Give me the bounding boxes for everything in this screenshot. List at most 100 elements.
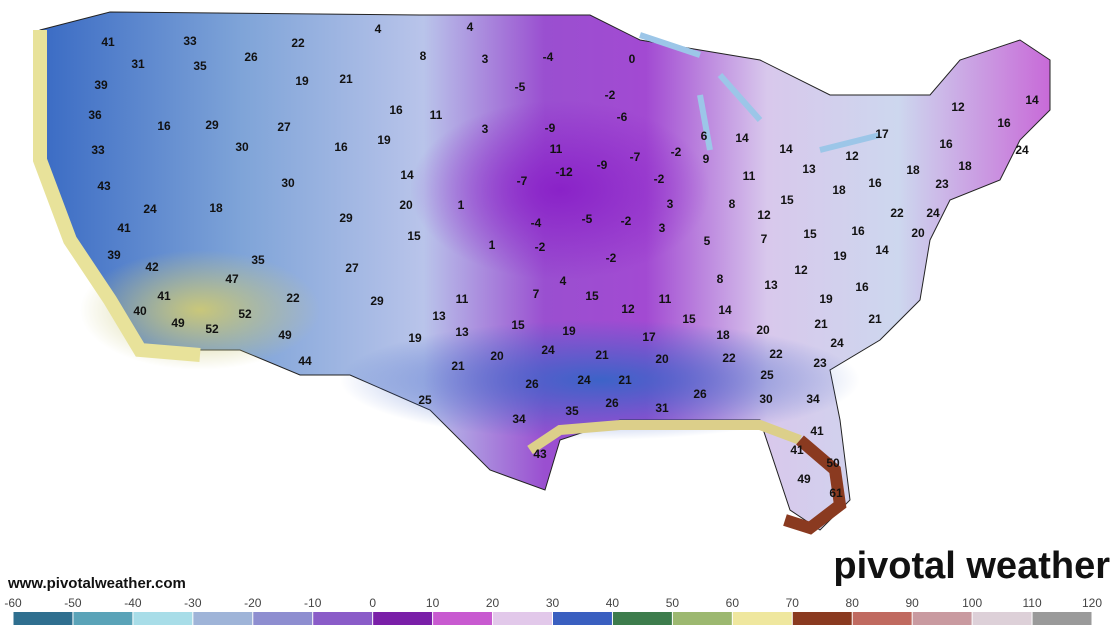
temp-label: 21	[339, 72, 353, 86]
temp-label: 16	[939, 137, 953, 151]
temp-label: 7	[761, 232, 768, 246]
temp-label: -7	[517, 174, 528, 188]
temp-label: 29	[370, 294, 384, 308]
temp-label: 24	[541, 343, 555, 357]
temp-label: 11	[550, 142, 563, 156]
temp-label: 21	[451, 359, 465, 373]
temp-label: -9	[545, 121, 556, 135]
colorbar-segment	[312, 612, 374, 625]
temp-label: -2	[671, 145, 682, 159]
colorbar-segment	[792, 612, 853, 625]
temp-label: -6	[617, 110, 628, 124]
temp-label: 14	[718, 303, 732, 317]
temp-label: 25	[760, 368, 774, 382]
temp-label: 31	[655, 401, 669, 415]
temp-label: 27	[345, 261, 359, 275]
temp-label: 13	[802, 162, 816, 176]
temp-label: 12	[621, 302, 635, 316]
source-url: www.pivotalweather.com	[7, 575, 186, 592]
colorbar-tick-label: 80	[846, 596, 860, 610]
temp-label: 22	[769, 347, 783, 361]
temp-label: 29	[205, 118, 219, 132]
temp-label: 21	[595, 348, 609, 362]
colorbar-tick-label: 50	[666, 596, 680, 610]
temp-label: 16	[997, 116, 1011, 130]
temp-label: 29	[339, 211, 353, 225]
temp-label: -4	[531, 216, 542, 230]
temp-label: 1	[458, 198, 465, 212]
temp-label: 0	[629, 52, 636, 66]
temp-label: 18	[832, 183, 846, 197]
colorbar-tick-label: -50	[64, 596, 82, 610]
temp-label: 11	[430, 108, 443, 122]
temp-label: 13	[432, 309, 446, 323]
temp-label: 34	[806, 392, 820, 406]
land	[33, 11, 1051, 535]
temp-label: 6	[701, 129, 708, 143]
temp-label: 3	[667, 197, 674, 211]
temp-label: 44	[298, 354, 312, 368]
temp-label: 4	[560, 274, 567, 288]
colorbar-segment	[852, 612, 913, 625]
temp-label: 14	[1025, 93, 1039, 107]
temp-label: 17	[642, 330, 656, 344]
colorbar-segment	[252, 612, 314, 625]
temp-label: 8	[729, 197, 736, 211]
temp-label: 1	[489, 238, 496, 252]
temp-label: 30	[759, 392, 773, 406]
temp-label: 24	[143, 202, 157, 216]
temp-label: 61	[829, 486, 843, 500]
temp-label: 19	[377, 133, 391, 147]
colorbar-tick-label: 120	[1082, 596, 1102, 610]
brand-logo: pivotal weather	[833, 545, 1110, 587]
temp-label: -4	[543, 50, 554, 64]
temp-label: 7	[533, 287, 540, 301]
colorbar-segment	[672, 612, 733, 625]
temp-label: -7	[630, 150, 641, 164]
temp-label: 22	[286, 291, 300, 305]
temp-label: 21	[618, 373, 632, 387]
temp-label: 39	[94, 78, 108, 92]
temp-label: 24	[926, 206, 940, 220]
temp-label: 18	[958, 159, 972, 173]
temp-label: 15	[585, 289, 599, 303]
colorbar-tick-label: 60	[726, 596, 740, 610]
temp-label: 12	[951, 100, 965, 114]
colorbar-segment	[72, 612, 134, 625]
temp-label: 23	[813, 356, 827, 370]
temp-label: 13	[455, 325, 469, 339]
temp-label: 31	[131, 57, 145, 71]
temp-label: 52	[238, 307, 252, 321]
temp-label: 22	[291, 36, 305, 50]
colorbar-segment	[1032, 612, 1093, 625]
colorbar-tick-label: 10	[426, 596, 440, 610]
temp-label: 49	[797, 472, 811, 486]
temp-label: -2	[621, 214, 632, 228]
temp-label: 15	[780, 193, 794, 207]
temp-label: 8	[420, 49, 427, 63]
temp-label: 24	[1015, 143, 1029, 157]
temp-label: 20	[490, 349, 504, 363]
temp-label: 23	[935, 177, 949, 191]
temp-label: 20	[756, 323, 770, 337]
temp-label: 26	[693, 387, 707, 401]
temp-label: 16	[157, 119, 171, 133]
colorbar-segment	[13, 612, 74, 625]
temp-label: 19	[408, 331, 422, 345]
colorbar-tick-label: 20	[486, 596, 500, 610]
temp-label: 42	[145, 260, 159, 274]
temp-label: 50	[826, 456, 840, 470]
colorbar: -60 -50 -40 -30 -20 -10 0 10 20 30 40 50 60 70 80 90 100…	[4, 596, 1102, 625]
temp-label: 20	[655, 352, 669, 366]
temp-label: 14	[779, 142, 793, 156]
colorbar-tick-label: 110	[1022, 596, 1041, 610]
temp-label: 9	[703, 152, 710, 166]
temp-label: 11	[659, 292, 672, 306]
temp-label: 21	[814, 317, 828, 331]
temp-label: 22	[722, 351, 736, 365]
temp-label: 30	[235, 140, 249, 154]
temp-label: 41	[790, 443, 804, 457]
colorbar-tick-label: -20	[244, 596, 262, 610]
colorbar-segment	[552, 612, 613, 625]
temp-label: 14	[400, 168, 414, 182]
